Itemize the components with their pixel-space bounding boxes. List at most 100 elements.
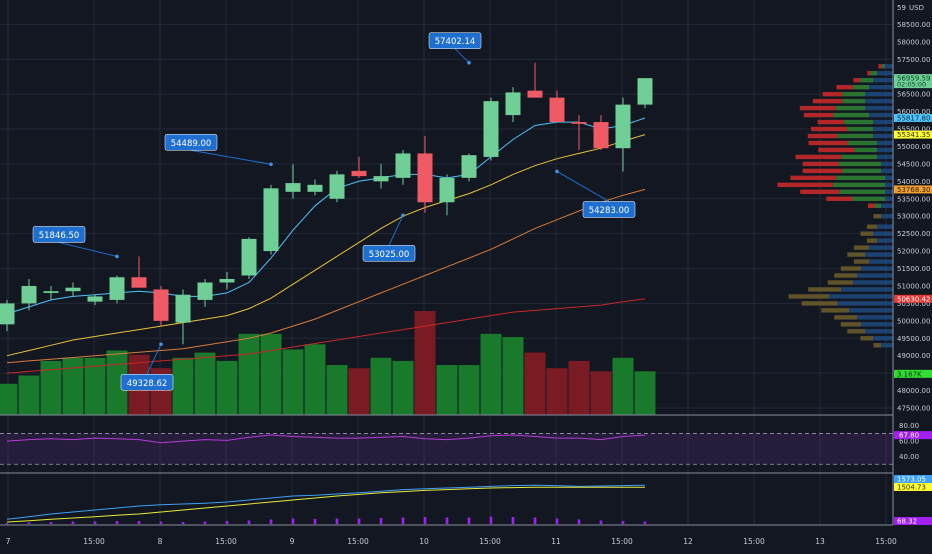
profile-bar [842,98,866,104]
histogram-bar [555,518,559,524]
profile-bar [877,238,893,243]
rsi-tick-label: 60.00 [899,438,919,446]
volume-bar [84,357,106,415]
profile-bar [799,105,836,111]
profile-bar [853,259,870,264]
profile-bar [837,301,893,306]
indicator-tag [894,483,932,491]
candle-body [285,183,301,192]
candle-body [637,78,653,105]
candle-body [527,90,543,98]
profile-bar [865,252,893,257]
profile-bar [877,140,893,146]
price-tick-label: 54000.00 [897,178,930,186]
volume-bar [370,357,392,415]
callout-label: 54283.00 [589,206,630,216]
candle-body [373,176,389,182]
volume-bar [458,365,480,415]
volume-bar [172,357,194,415]
rsi-line [6,434,646,444]
profile-bar [834,315,858,320]
candle-body [395,153,411,178]
histogram-bar [247,520,251,524]
histogram-bar [137,521,141,524]
profile-bar [885,196,893,201]
profile-bar [821,308,850,313]
candle-body [351,170,367,177]
profile-bar [847,140,878,146]
indicator-panes [0,414,932,526]
volume-bar [106,350,128,415]
histogram-bar [445,517,449,524]
time-tick-label: 15:00 [83,537,105,546]
profile-bar [860,336,874,341]
profile-bar [852,196,886,201]
volume-bar [0,383,18,415]
callout-box [428,32,482,49]
callout-box [164,134,218,151]
profile-bar [849,308,893,313]
profile-bar [803,112,834,118]
time-tick-label: 8 [158,537,163,546]
profile-bar [885,175,893,181]
profile-bar [835,105,866,111]
histogram-bar [643,521,647,524]
callout-box [32,226,86,243]
volume-bar [414,311,436,415]
time-tick-label: 7 [6,537,11,546]
profile-bar [885,64,893,69]
callout-anchor [467,60,471,65]
histogram-bar [291,518,295,524]
histogram-bar [159,521,163,524]
histogram-bar [621,521,625,524]
candle-body [87,296,103,302]
profile-bar [836,84,853,90]
candle-body [329,174,345,199]
profile-bar [861,266,893,271]
candle-body [461,155,477,178]
profile-bar [841,154,878,160]
price-tick-label: 50500.00 [897,300,930,308]
histogram-bar [335,518,339,524]
ma-long-line [6,298,646,374]
volume-bar [216,360,238,415]
candle-body [439,177,455,203]
callout-label: 49328.62 [127,379,168,389]
profile-bar [833,112,870,118]
callout-label: 54489.00 [171,139,212,149]
candle-body [615,104,631,149]
profile-bar [881,214,893,219]
callout-leader [190,149,272,165]
profile-bar [881,64,886,69]
candlesticks[interactable] [0,62,653,345]
histogram-bar [599,520,603,524]
histogram-bar [5,523,9,524]
price-tag-label: 53768.30 [897,186,930,194]
histogram-bar [511,517,515,524]
price-callouts: 57402.14 54489.00 51846.50 53025.00 54283.00… [32,32,636,391]
histogram-bar [467,517,471,524]
callout-label: 57402.14 [435,37,476,47]
histogram-bar [533,517,537,524]
profile-bar [869,259,893,264]
price-tag [894,130,932,139]
profile-bar [866,238,878,243]
indicator-tag-label: 68.32 [897,518,917,526]
profile-bar [790,175,837,181]
profile-bar [873,336,893,341]
profile-bar [877,154,893,160]
price-tick-label: 55500.00 [897,126,930,134]
price-tag [894,74,932,89]
callout-box [120,374,174,391]
profile-bar [853,245,870,250]
profile-bar [808,140,848,146]
profile-bar [865,91,893,97]
histogram-bar [225,521,229,524]
profile-bar [866,224,878,229]
price-tick-label: 53000.00 [897,213,930,221]
profile-bar [857,273,893,278]
callout-leader [58,241,118,257]
price-tick-label: 52000.00 [897,248,930,256]
